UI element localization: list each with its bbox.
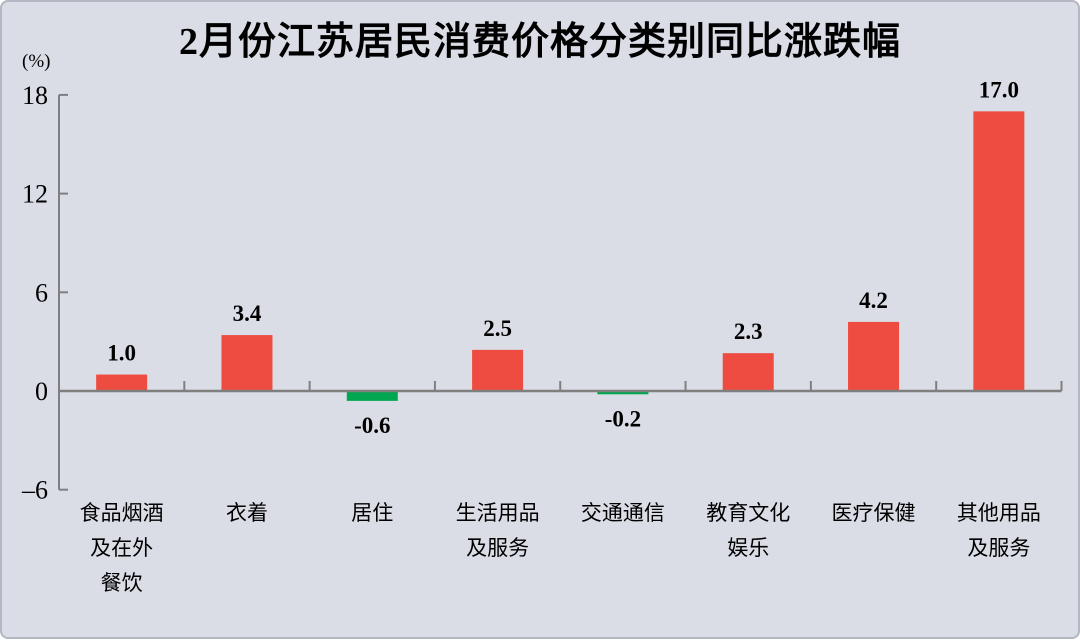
bar-2 bbox=[346, 391, 398, 401]
category-label: 居住 bbox=[351, 501, 393, 525]
category-label-line: 及服务 bbox=[967, 536, 1030, 560]
category-label: 其他用品及服务 bbox=[957, 501, 1041, 560]
category-label: 衣着 bbox=[226, 501, 268, 525]
category-label: 教育文化娱乐 bbox=[706, 501, 790, 560]
bar-6 bbox=[848, 321, 900, 391]
bar-value-label: -0.6 bbox=[354, 413, 390, 438]
category-label-line: 生活用品 bbox=[456, 501, 540, 525]
category-label-line: 教育文化 bbox=[706, 501, 790, 525]
category-label-line: 其他用品 bbox=[957, 501, 1041, 525]
bar-value-label: 3.4 bbox=[233, 301, 262, 326]
y-axis-tick-label: 18 bbox=[22, 81, 48, 110]
bar-value-label: 2.3 bbox=[734, 319, 763, 344]
category-label: 医疗保健 bbox=[832, 501, 916, 525]
bar-value-label: -0.2 bbox=[605, 406, 641, 431]
category-label: 生活用品及服务 bbox=[456, 501, 540, 560]
y-axis-tick-label: 12 bbox=[22, 180, 48, 209]
category-label-line: 及在外 bbox=[90, 536, 153, 560]
category-label: 交通通信 bbox=[581, 501, 665, 525]
category-label-line: 居住 bbox=[351, 501, 393, 525]
y-axis-tick-label: 6 bbox=[35, 278, 48, 307]
category-label-line: 及服务 bbox=[466, 536, 529, 560]
y-axis-tick-label: –6 bbox=[21, 476, 48, 505]
category-label-line: 食品烟酒 bbox=[80, 501, 164, 525]
bar-3 bbox=[472, 349, 524, 391]
category-label: 食品烟酒及在外餐饮 bbox=[80, 501, 164, 595]
category-label-line: 娱乐 bbox=[727, 536, 769, 560]
bar-value-label: 1.0 bbox=[107, 341, 136, 366]
y-axis-unit-label: (%) bbox=[22, 51, 51, 72]
category-label-line: 医疗保健 bbox=[832, 501, 916, 525]
bar-value-label: 4.2 bbox=[859, 288, 888, 313]
category-label-line: 衣着 bbox=[226, 501, 268, 525]
category-label-line: 交通通信 bbox=[581, 501, 665, 525]
y-axis-tick-label: 0 bbox=[35, 377, 48, 406]
bar-value-label: 2.5 bbox=[483, 316, 512, 341]
bar-0 bbox=[96, 374, 148, 391]
category-label-line: 餐饮 bbox=[101, 571, 143, 595]
bar-1 bbox=[221, 335, 273, 391]
bar-5 bbox=[722, 353, 774, 391]
bar-value-label: 17.0 bbox=[979, 77, 1019, 102]
bar-7 bbox=[973, 111, 1025, 391]
bar-4 bbox=[597, 391, 649, 395]
chart-title: 2月份江苏居民消费价格分类别同比涨跌幅 bbox=[178, 21, 901, 63]
